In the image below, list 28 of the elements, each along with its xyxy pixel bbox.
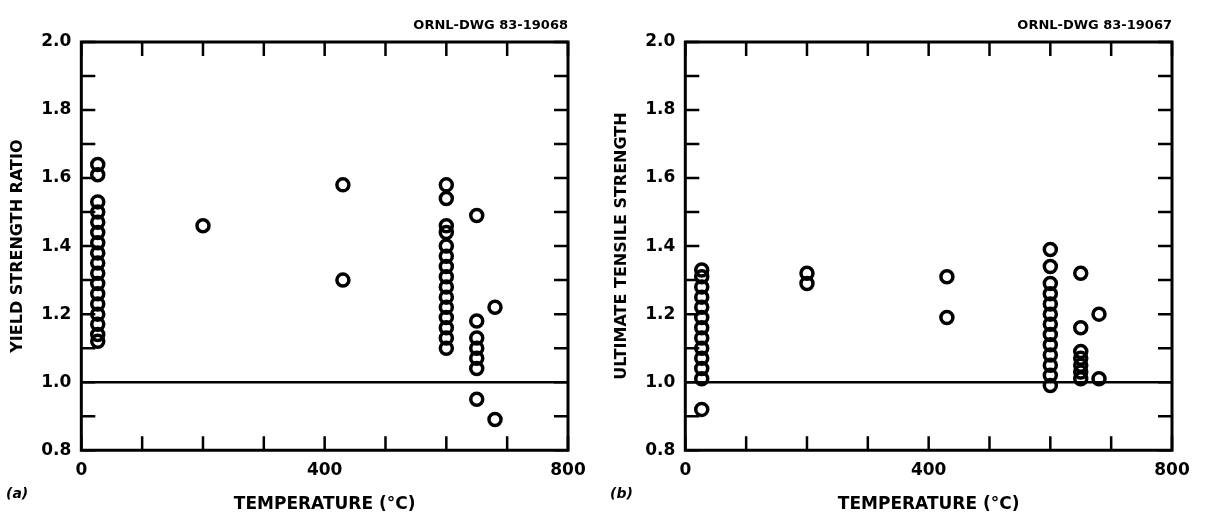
y-tick-label: 1.0 [41, 370, 72, 391]
x-axis-title: TEMPERATURE (°C) [837, 493, 1020, 514]
y-axis-title: YIELD STRENGTH RATIO [6, 139, 26, 354]
y-tick-label: 2.0 [645, 30, 676, 51]
x-tick-label: 0 [75, 458, 88, 479]
x-axis-title: TEMPERATURE (°C) [233, 493, 416, 514]
x-tick-label: 400 [910, 458, 947, 479]
y-tick-label: 2.0 [41, 30, 72, 51]
x-tick-label: 800 [1154, 458, 1190, 479]
x-tick-label: 800 [550, 458, 586, 479]
text: (a) [6, 484, 29, 501]
y-tick-label: 1.4 [645, 234, 676, 255]
y-tick-label: 1.8 [41, 98, 72, 119]
y-tick-label: 1.8 [645, 98, 676, 119]
text: ORNL-DWG 83-19068 [413, 16, 568, 32]
y-tick-label: 1.2 [645, 302, 676, 323]
y-tick-label: 1.2 [41, 302, 72, 323]
y-tick-label: 1.0 [645, 370, 676, 391]
y-tick-label: 0.8 [41, 438, 72, 459]
y-tick-label: 1.6 [645, 166, 676, 187]
x-tick-label: 400 [306, 458, 343, 479]
text: (b) [610, 484, 633, 501]
y-tick-label: 0.8 [645, 438, 676, 459]
x-tick-label: 0 [679, 458, 692, 479]
y-axis-title: ULTIMATE TENSILE STRENGTH [610, 112, 630, 380]
text: ORNL-DWG 83-19067 [1017, 16, 1172, 32]
y-tick-label: 1.4 [41, 234, 72, 255]
y-tick-label: 1.6 [41, 166, 72, 187]
